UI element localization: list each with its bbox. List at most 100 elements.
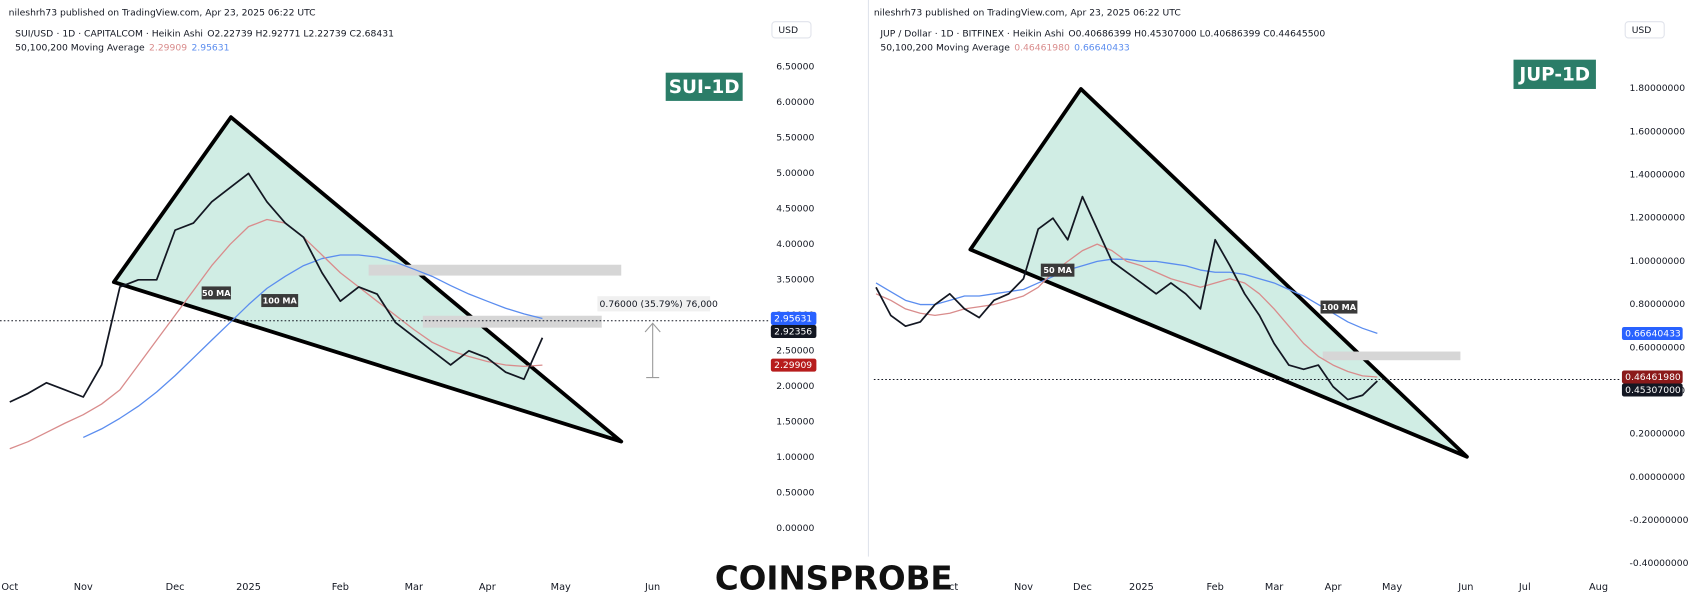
price-tag: [770, 358, 817, 372]
moving-average-line: [82, 254, 543, 439]
x-tick-label: Oct: [941, 582, 958, 593]
x-tick-label: Mar: [405, 582, 424, 593]
price-tag-label: 2.29909: [774, 360, 812, 371]
x-tick-label: Apr: [1325, 582, 1343, 593]
indicator-value: 0.66640433: [1074, 42, 1130, 53]
x-tick-label: Jun: [644, 582, 660, 593]
indicator-name: 50,100,200 Moving Average: [15, 42, 145, 53]
x-tick-label: Apr: [479, 582, 497, 593]
y-tick-label: 0.00000: [776, 523, 814, 534]
symbol-badge: [1513, 59, 1596, 89]
price-tag: [1621, 370, 1683, 384]
series-group: [875, 195, 1378, 401]
x-tick-label: Jun: [1457, 582, 1473, 593]
y-tick-label: 1.40000000: [1630, 170, 1686, 181]
price-tag-label: 0.66640433: [1625, 328, 1681, 339]
symbol-name: JUP / Dollar: [879, 28, 931, 39]
x-tick-label: Dec: [166, 582, 185, 593]
y-tick-label: 5.00000: [776, 168, 814, 179]
ma-label: 100 MA: [1322, 302, 1357, 312]
publisher-line: nileshrh73 published on TradingView.com,…: [874, 8, 1181, 19]
resistance-zone: [368, 264, 622, 276]
price-line: [875, 195, 1378, 401]
indicator-name: 50,100,200 Moving Average: [880, 42, 1010, 53]
y-tick-label: 2.50000: [776, 345, 814, 356]
x-tick-label: Feb: [1207, 582, 1224, 593]
y-tick-label: 0.50000: [776, 487, 814, 498]
x-tick-label: Mar: [1265, 582, 1284, 593]
ma-label: 50 MA: [202, 288, 231, 298]
price-tag-label: 0.46461980: [1625, 372, 1681, 383]
resistance-zone: [1322, 351, 1461, 361]
ma-label: 50 MA: [1043, 265, 1072, 275]
y-tick-label: 4.50000: [776, 203, 814, 214]
x-tick-label: May: [1382, 582, 1402, 593]
ohlc-values: O2.22739 H2.92771 L2.22739 C2.68431: [207, 28, 394, 39]
y-tick-label: 1.20000000: [1630, 213, 1686, 224]
y-tick-label: 0.00000000: [1630, 472, 1686, 483]
y-tick-label: 0.60000000: [1630, 342, 1686, 353]
x-tick-label: 2025: [1129, 582, 1154, 593]
indicator-value: 0.46461980: [1014, 42, 1070, 53]
indicator-value: 2.95631: [191, 42, 229, 53]
symbol-line: JUP / Dollar · 1D · BITFINEX · Heikin Ash…: [879, 28, 1325, 39]
currency-box: [1624, 21, 1665, 39]
symbol-info: · 1D · BITFINEX · Heikin Ashi: [935, 28, 1064, 39]
currency: USD: [778, 25, 798, 36]
y-tick-label: 6.50000: [776, 61, 814, 72]
indicator-line: 50,100,200 Moving Average 0.46461980 0.666…: [880, 42, 1130, 53]
price-tag: [770, 311, 817, 325]
y-tick-label: 6.00000: [776, 97, 814, 108]
y-tick-label: 3.50000: [776, 274, 814, 285]
measure-arrowhead: [644, 322, 661, 333]
symbol-line: SUI/USD · 1D · CAPITALCOM · Heikin Ashi O2…: [15, 28, 394, 39]
price-tag: [770, 324, 817, 338]
moving-average-line: [875, 258, 1378, 335]
y-tick-label: 4.00000: [776, 239, 814, 250]
x-tick-label: 2025: [236, 582, 261, 593]
indicator-value: 2.29909: [149, 42, 187, 53]
chart-panel: nileshrh73 published on TradingView.com,…: [0, 8, 817, 593]
ma-label: 100 MA: [263, 296, 298, 306]
price-tag: [1621, 326, 1683, 340]
symbol-info: · 1D · CAPITALCOM · Heikin Ashi: [56, 28, 202, 39]
moving-average-line: [9, 218, 543, 450]
x-tick-label: Aug: [1589, 582, 1608, 593]
price-tag-label: 2.92356: [774, 326, 812, 337]
symbol-badge-text: JUP-1D: [1517, 64, 1590, 85]
ma-label-box: [1040, 263, 1075, 277]
y-tick-label: 0.80000000: [1630, 299, 1686, 310]
wedge-pattern: [111, 115, 624, 444]
ohlc-values: O0.40686399 H0.45307000 L0.40686399 C0.4…: [1068, 28, 1325, 39]
x-tick-label: Oct: [1, 582, 18, 593]
y-tick-label: 1.80000000: [1630, 83, 1686, 94]
x-tick-label: Nov: [74, 582, 93, 593]
publisher-line: nileshrh73 published on TradingView.com,…: [9, 8, 316, 19]
chart-layer: nileshrh73 published on TradingView.com,…: [0, 8, 1689, 593]
x-tick-label: Feb: [332, 582, 349, 593]
y-tick-label: -0.20000000: [1630, 515, 1689, 526]
y-tick-label: 1.00000: [776, 452, 814, 463]
y-tick-label: -0.40000000: [1630, 558, 1689, 569]
x-tick-label: Jul: [1518, 582, 1531, 593]
watermark-box: [718, 556, 949, 600]
price-tag-label: 0.45307000: [1625, 385, 1681, 396]
y-tick-label: 0.20000000: [1630, 429, 1686, 440]
moving-average-line: [875, 243, 1378, 378]
symbol-name: SUI/USD: [15, 28, 53, 39]
x-tick-label: Dec: [1073, 582, 1092, 593]
symbol-badge-text: SUI-1D: [669, 77, 740, 98]
resistance-zone: [422, 315, 602, 328]
ma-label-box: [1320, 300, 1358, 314]
x-tick-label: Nov: [1014, 582, 1033, 593]
x-tick-label: May: [551, 582, 571, 593]
indicator-line: 50,100,200 Moving Average 2.29909 2.95631: [15, 42, 229, 53]
ma-label-box: [261, 294, 299, 308]
chart-panel: nileshrh73 published on TradingView.com,…: [874, 8, 1689, 593]
y-tick-label: 2.00000: [776, 381, 814, 392]
price-line: [9, 172, 544, 403]
currency-box: [771, 21, 812, 39]
